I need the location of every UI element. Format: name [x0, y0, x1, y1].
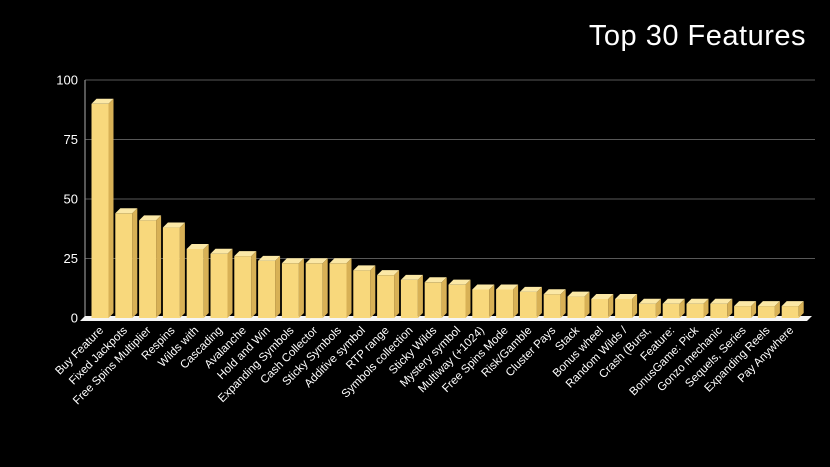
bar-top: [305, 258, 328, 264]
bar-side: [489, 284, 495, 318]
bar-top: [686, 298, 709, 304]
bar-front: [377, 275, 395, 318]
bar-top: [496, 284, 519, 290]
bar-top: [210, 248, 233, 254]
bar-top: [710, 298, 733, 304]
bar-side: [703, 298, 709, 318]
bar-front: [400, 279, 418, 318]
bar-side: [751, 301, 757, 318]
bar-side: [251, 251, 257, 318]
bar-top: [734, 301, 757, 307]
bar-front: [662, 303, 680, 318]
bar-top: [567, 291, 590, 297]
bar-side: [370, 265, 376, 318]
bar-top: [186, 243, 209, 249]
bar-front: [258, 260, 276, 318]
bar-front: [91, 103, 109, 318]
bar-side: [203, 243, 209, 318]
bar-side: [394, 270, 400, 318]
bar-side: [632, 293, 638, 318]
y-tick-label: 0: [71, 311, 78, 326]
bar-front: [591, 298, 609, 318]
bar-top: [424, 277, 447, 283]
bar-side: [679, 298, 685, 318]
bar-side: [298, 258, 304, 318]
bar-front: [567, 296, 585, 318]
y-tick-label: 100: [56, 73, 78, 88]
bar-side: [798, 301, 804, 318]
bar-side: [108, 98, 114, 318]
bar-front: [638, 303, 656, 318]
bar-front: [543, 294, 561, 318]
bar-side: [322, 258, 328, 318]
bar-side: [179, 222, 185, 318]
bar-side: [227, 248, 233, 318]
bar-top: [519, 286, 542, 292]
bar-top: [115, 208, 138, 214]
bar-side: [132, 208, 138, 318]
bar-front: [281, 263, 299, 318]
bar-top: [615, 293, 638, 299]
bar-side: [275, 255, 281, 318]
bar-front: [757, 306, 775, 318]
bar-top: [329, 258, 352, 264]
bar-top: [638, 298, 661, 304]
bar-top: [543, 289, 566, 295]
bar-side: [441, 277, 447, 318]
bar-top: [139, 215, 162, 221]
bar-side: [346, 258, 352, 318]
bar-front: [472, 289, 490, 318]
bar-side: [156, 215, 162, 318]
bar-side: [536, 286, 542, 318]
bar-side: [513, 284, 519, 318]
bar-top: [400, 274, 423, 280]
bar-top: [472, 284, 495, 290]
bar-front: [781, 306, 799, 318]
bar-side: [774, 301, 780, 318]
bar-front: [329, 263, 347, 318]
bar-top: [591, 293, 614, 299]
chart-title: Top 30 Features: [588, 20, 806, 52]
bar-front: [210, 253, 228, 318]
bar-side: [417, 274, 423, 318]
bar-top: [234, 251, 257, 257]
bar-top: [258, 255, 281, 261]
bar-top: [91, 98, 114, 104]
bar-front: [186, 248, 204, 318]
bar-top: [281, 258, 304, 264]
bar-top: [662, 298, 685, 304]
bar-front: [496, 289, 514, 318]
bar-front: [615, 298, 633, 318]
bar-front: [139, 220, 157, 318]
bar-side: [655, 298, 661, 318]
bar-front: [424, 282, 442, 318]
bar-top: [781, 301, 804, 307]
bar-side: [560, 289, 566, 318]
y-tick-label: 75: [64, 132, 78, 147]
bar-front: [734, 306, 752, 318]
bar-front: [162, 227, 180, 318]
bar-side: [608, 293, 614, 318]
y-tick-label: 25: [64, 251, 78, 266]
bar-front: [686, 303, 704, 318]
bar-front: [353, 270, 371, 318]
bar-side: [465, 279, 471, 318]
bar-top: [377, 270, 400, 276]
bar-front: [234, 256, 252, 318]
bar-front: [448, 284, 466, 318]
bar-front: [519, 291, 537, 318]
bar-side: [727, 298, 733, 318]
bar-top: [162, 222, 185, 228]
bar-front: [305, 263, 323, 318]
bar-front: [115, 213, 133, 318]
bar-top: [757, 301, 780, 307]
y-tick-label: 50: [64, 192, 78, 207]
bar-top: [353, 265, 376, 271]
bar-side: [584, 291, 590, 318]
bar-top: [448, 279, 471, 285]
bar-front: [710, 303, 728, 318]
